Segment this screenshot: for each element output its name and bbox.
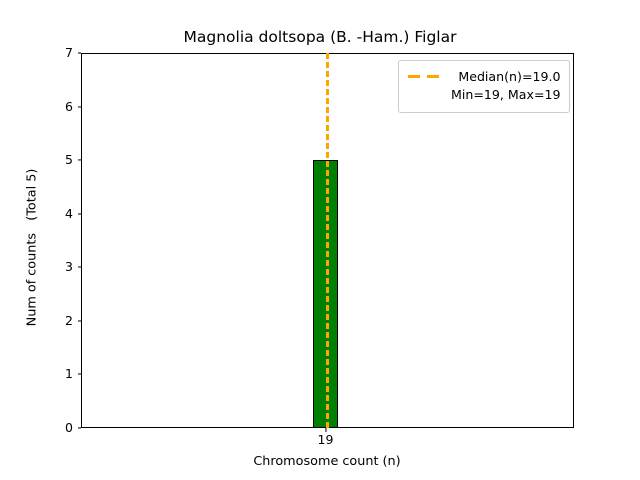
- y-tick-label: 2: [65, 312, 73, 328]
- y-tick-label: 1: [65, 366, 73, 382]
- chart-legend: Median(n)=19.0 Min=19, Max=19: [398, 60, 570, 113]
- y-tick-label: 5: [65, 151, 73, 167]
- chart-title: Magnolia doltsopa (B. -Ham.) Figlar: [183, 28, 457, 46]
- median-dash-sample-icon: [408, 68, 442, 85]
- y-tick-label: 7: [65, 44, 73, 60]
- y-axis-label: Num of counts (Total 5): [24, 168, 40, 327]
- y-tick-label: 0: [65, 419, 73, 435]
- legend-text-block: Median(n)=19.0 Min=19, Max=19: [451, 68, 561, 104]
- y-tick-label: 4: [65, 205, 73, 221]
- y-tick-label: 3: [65, 259, 73, 275]
- y-tick-label: 6: [65, 98, 73, 114]
- x-axis-label: Chromosome count (n): [253, 454, 401, 469]
- legend-entry-median: Median(n)=19.0: [458, 69, 561, 84]
- x-tick-label: 19: [317, 432, 334, 447]
- legend-entry-minmax: Min=19, Max=19: [451, 86, 561, 102]
- median-line: [325, 53, 329, 428]
- x-tick-mark: [324, 428, 327, 432]
